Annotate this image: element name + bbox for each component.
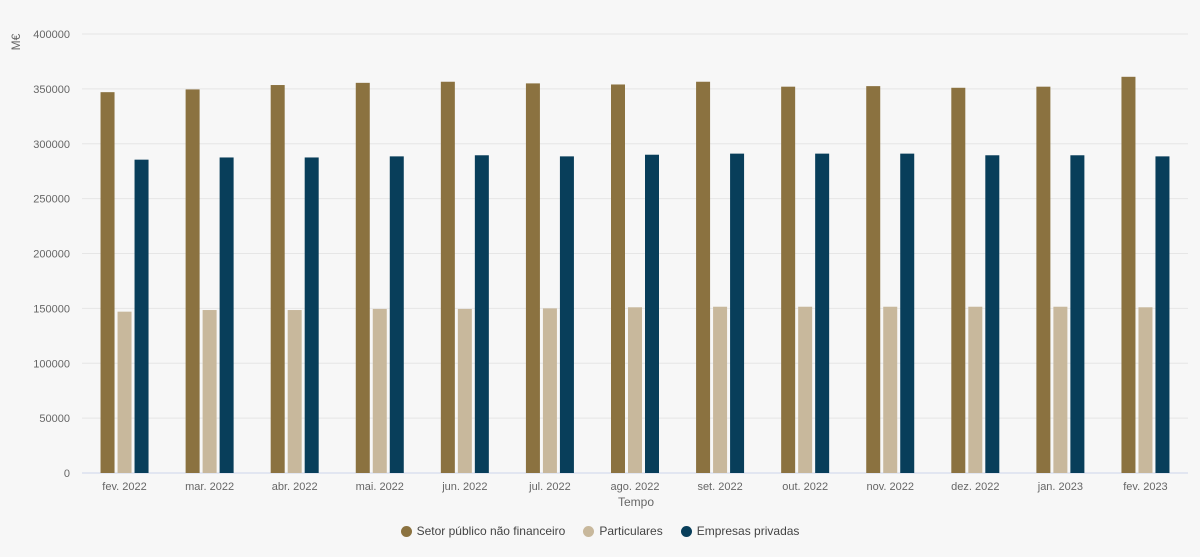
x-tick-label: abr. 2022 xyxy=(272,481,318,493)
x-tick-label: fev. 2023 xyxy=(1123,481,1167,493)
bar-setor-p-blico-n-o-financeiro-4[interactable] xyxy=(355,82,370,474)
legend-item-particulares[interactable]: Particulares xyxy=(583,524,663,538)
bar-setor-p-blico-n-o-financeiro-8[interactable] xyxy=(696,81,711,474)
bar-empresas-privadas-7[interactable] xyxy=(645,154,659,473)
bar-empresas-privadas-8[interactable] xyxy=(730,153,745,473)
x-tick-label: nov. 2022 xyxy=(866,481,914,493)
y-tick-label: 0 xyxy=(64,468,70,480)
gridlines xyxy=(82,33,1188,474)
x-tick-label: dez. 2022 xyxy=(951,481,999,493)
bar-empresas-privadas-6[interactable] xyxy=(559,156,574,473)
x-tick-label: jun. 2022 xyxy=(441,481,487,493)
bar-empresas-privadas-3[interactable] xyxy=(304,157,319,473)
bar-setor-p-blico-n-o-financeiro-9[interactable] xyxy=(781,86,796,474)
y-tick-label: 200000 xyxy=(33,249,70,261)
bar-empresas-privadas-10[interactable] xyxy=(900,153,915,473)
bar-empresas-privadas-1[interactable] xyxy=(134,159,149,473)
bar-particulares-5[interactable] xyxy=(457,308,472,473)
bar-setor-p-blico-n-o-financeiro-12[interactable] xyxy=(1036,86,1051,474)
y-tick-label: 50000 xyxy=(39,413,70,425)
legend-label-particulares: Particulares xyxy=(599,524,663,538)
y-axis: 0 50000 100000 150000 200000 250000 300000 3500… xyxy=(33,29,70,480)
bar-particulares-7[interactable] xyxy=(628,307,642,473)
x-axis-title: Tempo xyxy=(618,495,654,509)
bar-particulares-3[interactable] xyxy=(287,310,302,473)
y-tick-label: 150000 xyxy=(33,303,70,315)
bar-particulares-4[interactable] xyxy=(372,308,387,473)
legend-item-setor-publico[interactable]: Setor público não financeiro xyxy=(400,524,566,538)
bar-empresas-privadas-13[interactable] xyxy=(1155,156,1170,473)
bar-empresas-privadas-2[interactable] xyxy=(219,157,234,473)
x-axis: fev. 2022 mar. 2022 abr. 2022 mai. 2022 jun.… xyxy=(102,481,1167,493)
bar-setor-p-blico-n-o-financeiro-2[interactable] xyxy=(185,89,200,473)
legend-label-setor-publico: Setor público não financeiro xyxy=(416,524,566,538)
legend-label-empresas-privadas: Empresas privadas xyxy=(696,524,800,538)
x-tick-label: mai. 2022 xyxy=(356,481,404,493)
legend-marker-particulares xyxy=(583,525,595,537)
bar-setor-p-blico-n-o-financeiro-7[interactable] xyxy=(611,84,625,474)
bar-empresas-privadas-9[interactable] xyxy=(815,153,830,473)
x-tick-label: ago. 2022 xyxy=(611,481,660,493)
bar-particulares-10[interactable] xyxy=(883,306,898,473)
x-tick-label: jul. 2022 xyxy=(528,481,571,493)
bars-group xyxy=(100,76,1170,474)
y-tick-label: 300000 xyxy=(33,139,70,151)
legend-item-empresas-privadas[interactable]: Empresas privadas xyxy=(680,524,800,538)
legend-marker-empresas-privadas xyxy=(680,525,692,537)
bar-setor-p-blico-n-o-financeiro-13[interactable] xyxy=(1121,76,1136,474)
bar-particulares-13[interactable] xyxy=(1138,307,1153,473)
bar-setor-p-blico-n-o-financeiro-10[interactable] xyxy=(866,86,881,473)
y-tick-label: 100000 xyxy=(33,358,70,370)
bar-particulares-8[interactable] xyxy=(713,306,728,473)
y-tick-label: 400000 xyxy=(33,29,70,41)
bar-particulares-1[interactable] xyxy=(117,311,132,473)
bar-particulares-9[interactable] xyxy=(798,306,813,473)
bar-empresas-privadas-4[interactable] xyxy=(389,156,404,473)
bar-particulares-2[interactable] xyxy=(202,310,217,473)
y-tick-label: 250000 xyxy=(33,194,70,206)
x-tick-label: fev. 2022 xyxy=(102,481,146,493)
bar-empresas-privadas-5[interactable] xyxy=(474,155,489,473)
y-axis-title: M€ xyxy=(9,33,23,50)
x-tick-label: mar. 2022 xyxy=(185,481,234,493)
bar-setor-p-blico-n-o-financeiro-11[interactable] xyxy=(951,87,966,473)
x-tick-label: set. 2022 xyxy=(697,481,742,493)
bar-particulares-6[interactable] xyxy=(542,308,557,473)
x-tick-label: out. 2022 xyxy=(782,481,828,493)
legend: Setor público não financeiro Particulare… xyxy=(0,524,1200,538)
bar-particulares-12[interactable] xyxy=(1053,306,1068,473)
bar-setor-p-blico-n-o-financeiro-6[interactable] xyxy=(525,83,540,473)
bar-setor-p-blico-n-o-financeiro-1[interactable] xyxy=(100,92,115,473)
bar-setor-p-blico-n-o-financeiro-3[interactable] xyxy=(270,85,285,473)
legend-marker-setor-publico xyxy=(400,525,412,537)
bar-particulares-11[interactable] xyxy=(968,306,983,473)
y-tick-label: 350000 xyxy=(33,84,70,96)
bar-setor-p-blico-n-o-financeiro-5[interactable] xyxy=(440,81,455,474)
x-tick-label: jan. 2023 xyxy=(1037,481,1083,493)
bar-empresas-privadas-11[interactable] xyxy=(985,155,1000,473)
bar-empresas-privadas-12[interactable] xyxy=(1070,155,1085,473)
